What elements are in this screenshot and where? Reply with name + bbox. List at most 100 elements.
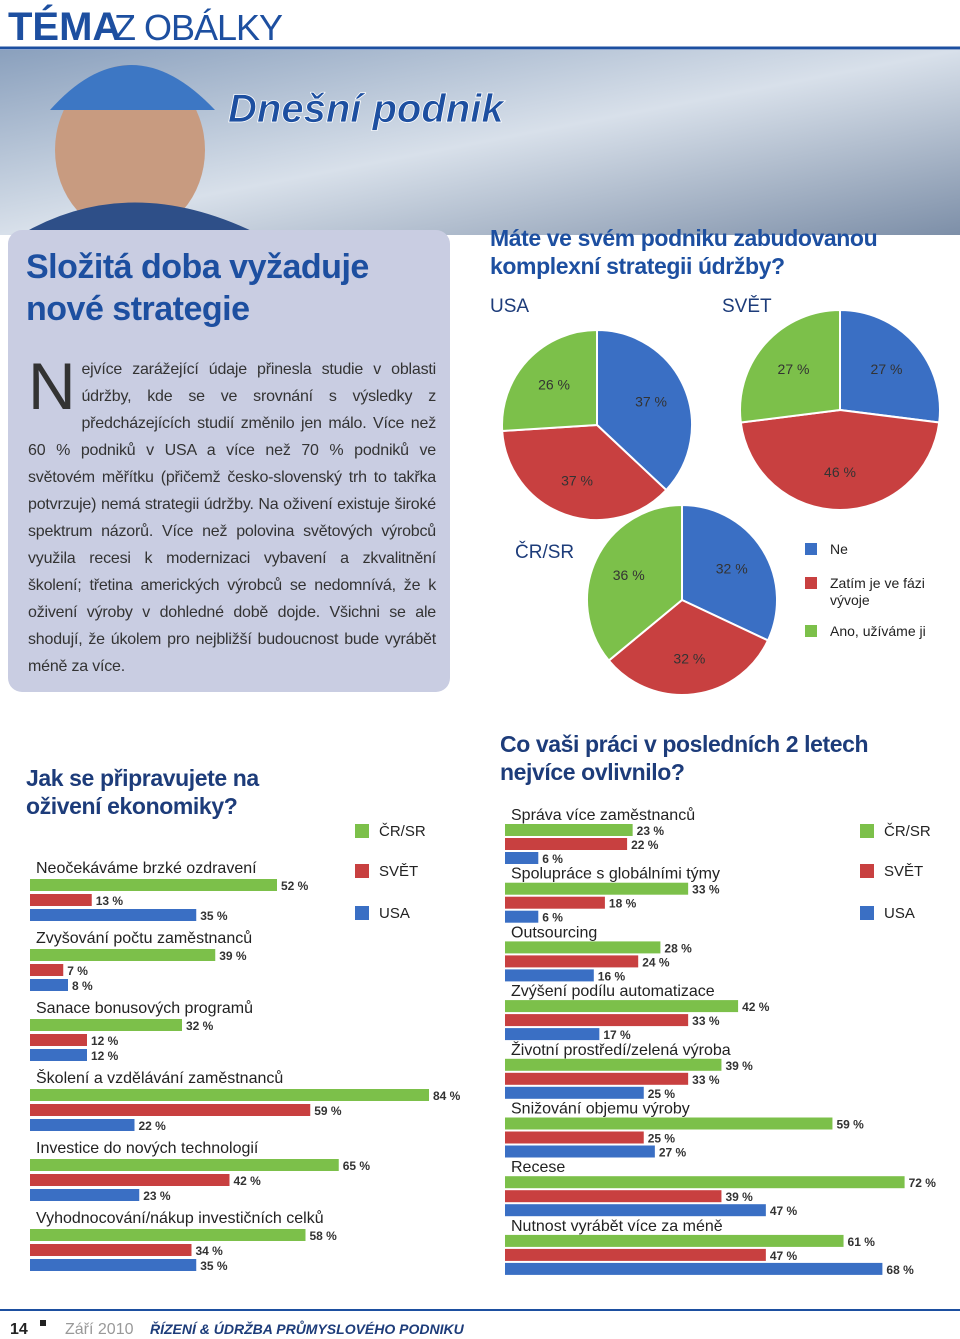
legend-label: Zatím je ve fázi vývoje [830,575,925,608]
bar [505,1234,844,1247]
bar-chart-title: Co vaši práci v posledních 2 letech nejv… [500,731,869,785]
pie-value-label: 37 % [561,472,593,488]
pie-value-label: 26 % [538,377,570,393]
category-label: Spolupráce s globálními týmy [511,866,720,883]
bar-value-label: 61 % [848,1235,876,1249]
bar-value-label: 42 % [234,1174,262,1188]
pie-slice [607,598,770,696]
bar-value-label: 23 % [637,824,665,838]
bar-value-label: 68 % [886,1263,914,1277]
pie-slice [681,503,778,642]
article-title: Složitá doba vyžaduje nové strategie [26,248,369,328]
bar [505,969,594,982]
bar-value-label: 52 % [281,879,309,893]
bar [505,1117,833,1130]
bar-value-label: 13 % [96,894,124,908]
bar-value-label: 12 % [91,1049,119,1063]
category-label: Neočekáváme brzké ozdravení [36,860,257,877]
category-label: Zvyšování počtu zaměstnanců [36,929,252,947]
bar [505,838,628,850]
bar [505,1086,644,1099]
category-label: Školení a vzdělávání zaměstnanců [36,1068,283,1087]
bar [505,1176,905,1189]
legend-label: USA [379,905,410,922]
bar-value-label: 47 % [770,1249,798,1263]
bar [505,1058,722,1071]
bar [30,879,277,891]
bar-value-label: 32 % [186,1019,214,1033]
legend-swatch [860,906,874,920]
bar [505,882,689,895]
bar-value-label: 8 % [72,979,93,993]
bar-value-label: 58 % [310,1229,338,1243]
bar [30,1119,135,1131]
pie-value-label: 46 % [824,464,856,480]
subsection-label: Z OBÁLKY [114,7,283,48]
bar [30,1174,230,1186]
category-label: Outsourcing [511,924,597,941]
section-label: TÉMA [8,4,121,49]
bar [505,1145,655,1158]
page-number: 14 [10,1321,28,1338]
bar [30,909,197,921]
pie-value-label: 37 % [635,394,667,410]
bar-value-label: 22 % [139,1119,167,1133]
bar [30,1259,197,1271]
bar-value-label: 24 % [642,955,670,969]
bar-value-label: 84 % [433,1089,461,1103]
pie-title: Máte ve svém podniku zabudovanou komplex… [490,225,878,279]
category-label: Správa více zaměstnanců [511,806,695,824]
legend-swatch [860,864,874,878]
bar [30,1159,339,1171]
bar [505,955,639,968]
photo-helmet [50,65,215,110]
legend-label: ČR/SR [379,823,426,840]
bar [505,896,605,909]
pie-value-label: 32 % [716,560,748,576]
bar-value-label: 25 % [648,1087,676,1101]
legend-swatch [805,543,817,555]
pie-label: USA [490,296,529,317]
legend-swatch [805,625,817,637]
category-label: Sanace bonusových programů [36,999,253,1017]
bar-value-label: 33 % [692,883,720,897]
bar [505,1262,883,1275]
bar-value-label: 12 % [91,1034,119,1048]
article-box [8,230,450,692]
bar-value-label: 35 % [200,909,228,923]
bar-value-label: 59 % [314,1104,342,1118]
bar-value-label: 25 % [648,1132,676,1146]
pie-slice [739,408,941,511]
pie-slice [839,308,941,424]
bar-value-label: 6 % [542,911,563,925]
pie-value-label: 27 % [778,361,810,377]
footer-bullet [40,1320,46,1326]
footer-magazine: ŘÍZENÍ & ÚDRŽBA PRŮMYSLOVÉHO PODNIKU [150,1319,465,1337]
bar [505,910,539,923]
bar [30,1104,311,1116]
legend-swatch [355,864,369,878]
bar [505,1000,739,1013]
category-label: Snižování objemu výroby [511,1101,690,1118]
category-label: Zvýšení podílu automatizace [511,983,715,1000]
category-label: Nutnost vyrábět více za méně [511,1218,723,1235]
legend-label: Ano, užíváme ji [830,623,926,639]
legend-swatch [355,824,369,838]
legend-label: SVĚT [379,863,418,880]
bar [30,1229,306,1241]
bar-value-label: 39 % [219,949,247,963]
bar [30,1049,87,1061]
bar [505,1072,689,1085]
bar [505,1028,600,1041]
pie-value-label: 27 % [871,361,903,377]
category-label: Investice do nových technologií [36,1140,259,1157]
pie-slice [586,503,683,662]
bar-value-label: 16 % [598,969,626,983]
pie-slice [501,328,598,433]
pie-value-label: 32 % [673,650,705,666]
bar-value-label: 33 % [692,1073,720,1087]
bar [30,949,216,961]
legend-swatch [860,824,874,838]
category-label: Recese [511,1159,565,1176]
